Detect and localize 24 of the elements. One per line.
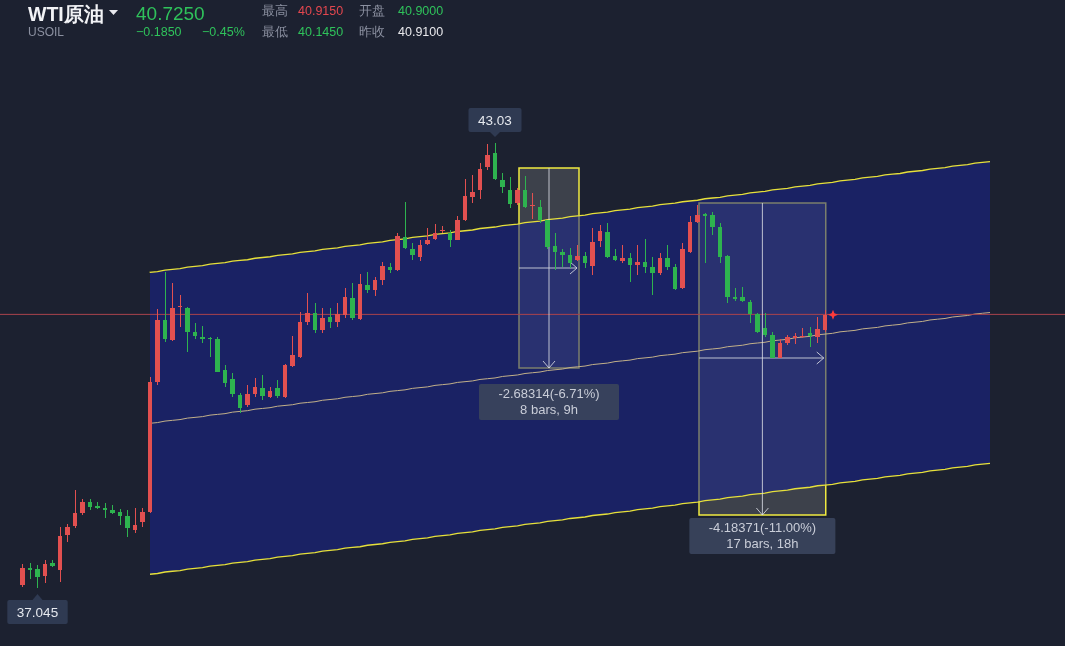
annotation: -2.68314(-6.71%) (498, 386, 600, 401)
candlestick (140, 507, 145, 528)
candlestick (20, 563, 25, 588)
text: −0.45% (202, 25, 245, 39)
annotation: 17 bars, 18h (726, 536, 799, 551)
text: −0.1850 (136, 25, 182, 39)
text: 40.9100 (398, 25, 444, 39)
text: 昨收 (359, 25, 385, 39)
annotation: 37.045 (16, 605, 59, 620)
candlestick (125, 509, 130, 538)
chart-title: WTI原油 (28, 3, 104, 25)
chart-subtitle: USOIL (28, 25, 65, 39)
candlestick (132, 507, 138, 534)
candlestick (35, 564, 40, 589)
text: 40.9000 (398, 4, 444, 18)
annotation: -4.18371(-11.00%) (708, 520, 817, 535)
text: 最低 (262, 25, 288, 39)
text: 最高 (262, 3, 288, 18)
text: 40.7250 (136, 3, 205, 24)
text: 开盘 (359, 4, 385, 18)
text: 40.9150 (298, 4, 344, 18)
annotation: 8 bars, 9h (520, 402, 578, 417)
text: 40.1450 (298, 25, 344, 39)
annotation: 43.03 (478, 113, 512, 128)
